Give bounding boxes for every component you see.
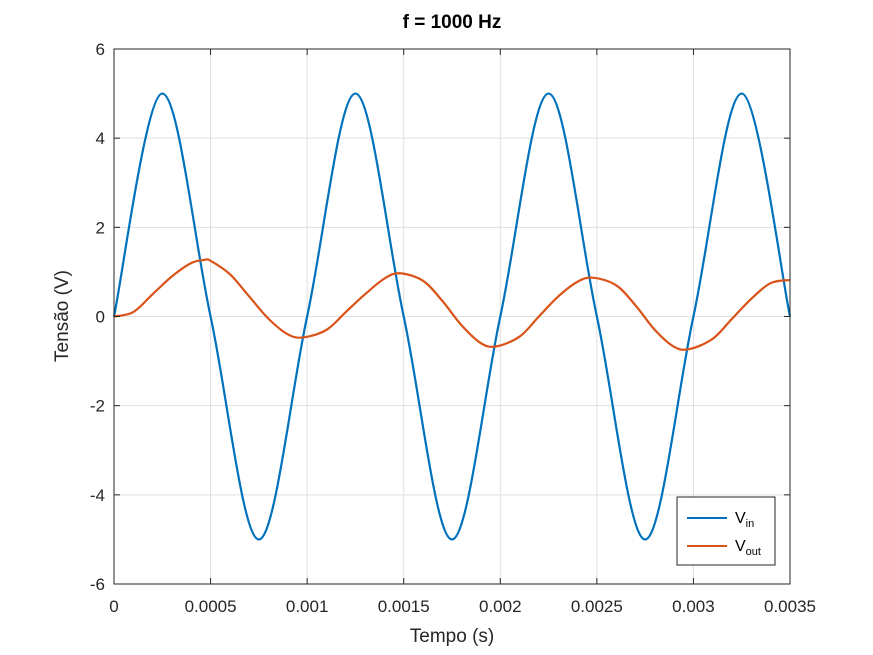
legend-label-vout-main: V [735, 538, 746, 555]
y-tick-label: 4 [96, 129, 105, 148]
y-tick-label: -2 [90, 397, 105, 416]
legend-label-vin-main: V [735, 510, 746, 527]
x-tick-label: 0.0025 [571, 597, 623, 616]
y-tick-label: -6 [90, 575, 105, 594]
y-axis-label: Tensão (V) [52, 270, 73, 362]
x-tick-label: 0.001 [286, 597, 329, 616]
x-tick-label: 0 [109, 597, 118, 616]
legend: Vin Vout [676, 496, 776, 566]
series-line-vin [112, 92, 792, 541]
legend-label-vout: Vout [735, 538, 761, 558]
x-axis-label: Tempo (s) [410, 626, 494, 647]
y-tick-label: 0 [96, 308, 105, 327]
y-tick-label: 6 [96, 40, 105, 59]
series-line-vout [113, 258, 791, 351]
y-tick-label: -4 [90, 486, 105, 505]
tick-labels: 0 0.0005 0.001 0.0015 0.002 0.0025 0.003 0.0035… [90, 40, 816, 616]
x-tick-label: 0.0005 [185, 597, 237, 616]
chart-title: f = 1000 Hz [403, 12, 502, 33]
x-tick-label: 0.0035 [764, 597, 816, 616]
x-tick-label: 0.002 [479, 597, 522, 616]
x-tick-label: 0.003 [672, 597, 715, 616]
series-layer [112, 92, 792, 541]
legend-label-vin: Vin [735, 510, 754, 530]
legend-label-vin-sub: in [746, 518, 755, 530]
legend-label-vout-sub: out [746, 546, 761, 558]
x-tick-label: 0.0015 [378, 597, 430, 616]
legend-box [676, 496, 776, 566]
y-tick-label: 2 [96, 218, 105, 237]
ticks [113, 48, 791, 585]
